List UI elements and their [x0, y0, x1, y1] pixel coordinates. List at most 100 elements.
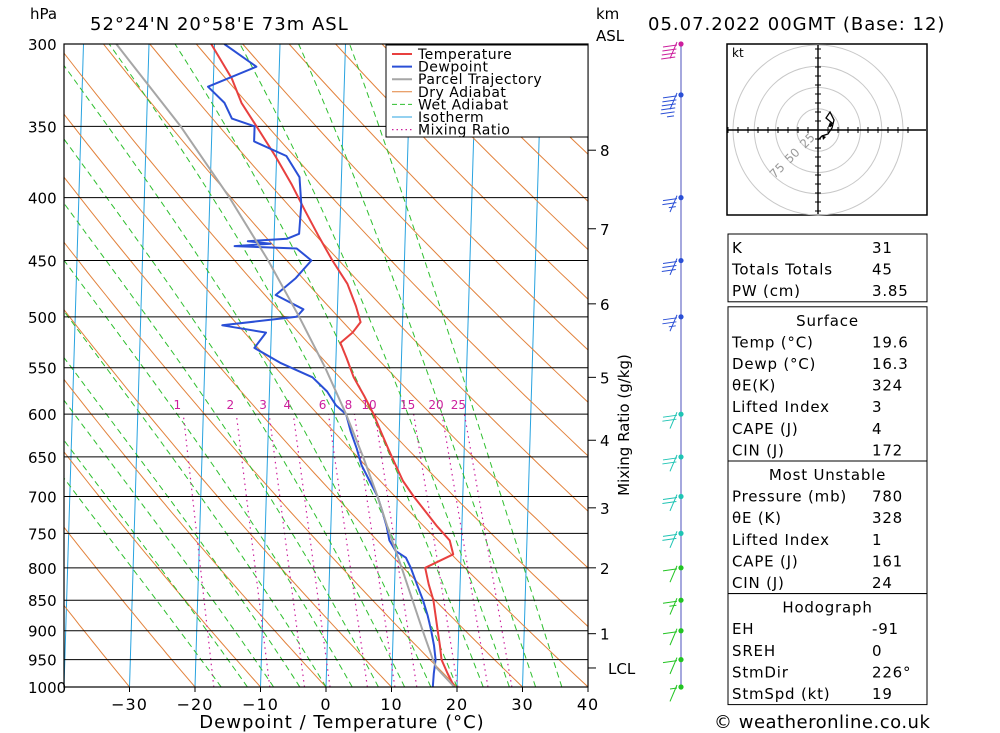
- mixing-ratio-line: [182, 414, 215, 687]
- wind-level-dot: [678, 257, 684, 264]
- dry-adiabat-line: [242, 44, 588, 403]
- isotherm-line: [522, 44, 543, 687]
- pressure-tick-labels: 300 350 400 450 500 550 600 650 700 750 800 850 900 9…: [28, 36, 66, 697]
- isotherm-line: [391, 44, 412, 687]
- legend-entry: Parcel Trajectory: [418, 72, 542, 88]
- isotherm-line: [129, 44, 150, 687]
- temperature-tick-label: 30: [511, 695, 533, 714]
- legend-entry: Isotherm: [418, 110, 484, 126]
- temperature-tick-label: −30: [111, 695, 148, 714]
- mixing-ratio-line: [268, 414, 306, 687]
- index-value: 780: [872, 488, 903, 506]
- wind-barb-halfflag: [668, 325, 676, 328]
- wind-barb-halfflag: [668, 206, 676, 209]
- index-value: 3.85: [872, 282, 909, 300]
- index-value: 19.6: [872, 333, 909, 351]
- isotherm-line: [260, 44, 281, 687]
- pressure-tick-label: 900: [28, 623, 57, 641]
- wind-barb-flag: [662, 265, 677, 269]
- wet-adiabat-line: [64, 64, 432, 687]
- index-name: Lifted Index: [732, 398, 830, 416]
- wind-barb-flag: [662, 44, 678, 48]
- index-value: 3: [872, 398, 882, 416]
- wind-level-dot: [678, 195, 684, 201]
- height-tick-label: 6: [600, 296, 610, 314]
- wind-level-dot: [678, 411, 684, 417]
- wind-level-dot: [678, 597, 684, 603]
- wet-adiabat-line: [108, 44, 458, 687]
- wind-barb: [669, 684, 678, 702]
- temperature-tick-label: 10: [380, 695, 402, 714]
- wind-barb-flag: [662, 631, 678, 635]
- mixing-ratio-labels: 1 2 3 4 6 8 10 15 20 25: [173, 398, 466, 412]
- wind-barb-flag: [662, 321, 677, 325]
- index-name: Temp (°C): [731, 333, 814, 351]
- mixing-ratio-value-label: 3: [259, 398, 267, 412]
- pressure-tick-label: 750: [28, 525, 57, 543]
- pressure-tick-label: 600: [28, 406, 57, 424]
- pressure-gridlines: [64, 43, 588, 688]
- index-name: EH: [732, 620, 754, 638]
- wind-level-dot: [678, 92, 684, 98]
- height-tick-label: 3: [600, 500, 610, 518]
- index-name: θE (K): [732, 509, 782, 527]
- wind-barb-flag: [662, 48, 677, 52]
- wind-barb-flag: [662, 261, 678, 265]
- isotherm-lines: [0, 44, 588, 687]
- index-name: K: [732, 239, 743, 257]
- wind-barb-flag: [662, 99, 677, 103]
- site-credit: © weatheronline.co.uk: [714, 712, 930, 733]
- wind-barb-flag: [662, 461, 677, 465]
- index-value: 161: [872, 552, 903, 570]
- mixing-ratio-lines: [182, 414, 513, 687]
- isotherm-line: [0, 44, 18, 687]
- index-name: PW (cm): [732, 282, 801, 300]
- legend-entry: Temperature: [417, 47, 512, 63]
- index-name: CAPE (J): [732, 420, 799, 438]
- dry-adiabat-line: [64, 526, 196, 687]
- wind-level-dot: [678, 530, 684, 536]
- mixing-ratio-value-label: 4: [283, 398, 291, 412]
- dry-adiabat-line: [195, 44, 588, 457]
- mixing-ratio-value-label: 8: [345, 398, 353, 412]
- dry-adiabat-line: [335, 44, 588, 300]
- isotherm-line: [325, 44, 346, 687]
- wet-adiabat-line: [349, 44, 563, 687]
- height-axis: 8 7 6 5 4 3 2 1 LCL: [588, 142, 636, 678]
- index-value: 172: [872, 441, 903, 459]
- wind-barb-halfflag: [669, 604, 677, 607]
- temperature-tick-label: 40: [577, 695, 599, 714]
- wet-adiabat-line: [64, 138, 406, 687]
- mixing-ratio-line: [441, 414, 489, 687]
- temperature-tick-label: 20: [446, 695, 468, 714]
- wind-barb-flag: [662, 568, 678, 572]
- index-name: CIN (J): [732, 441, 785, 459]
- indices-surface-box: [727, 306, 928, 462]
- pressure-unit-label: hPa: [30, 5, 57, 23]
- dewpoint-line: [207, 44, 437, 687]
- mixing-ratio-axis-title: Mixing Ratio (g/kg): [615, 354, 633, 496]
- wind-barb-flag: [662, 418, 677, 422]
- mixing-ratio-value-label: 6: [319, 398, 327, 412]
- wind-barb-flag: [662, 457, 678, 461]
- pressure-tick-label: 550: [28, 360, 57, 378]
- wind-level-dot: [678, 628, 684, 634]
- height-tick-label: 1: [600, 626, 610, 644]
- wind-barb-flag: [661, 52, 676, 56]
- wind-barb-flag: [661, 107, 676, 111]
- mixing-ratio-value-label: 10: [361, 398, 376, 412]
- mixing-ratio-line: [413, 414, 459, 687]
- index-name: SREH: [732, 642, 776, 660]
- isotherm-line: [587, 670, 588, 687]
- mixing-ratio-value-label: 25: [451, 398, 466, 412]
- mixing-ratio-value-label: 1: [173, 398, 181, 412]
- wind-barb: [669, 628, 678, 646]
- legend-entry: Wet Adiabat: [418, 97, 509, 113]
- height-tick-label: 7: [600, 221, 610, 239]
- temperature-line: [210, 44, 456, 687]
- wind-barb-flag: [662, 537, 677, 541]
- isotherm-line: [194, 44, 215, 687]
- height-tick-label: LCL: [608, 660, 636, 678]
- legend-entry: Dewpoint: [418, 60, 489, 76]
- wind-barb-flag: [661, 56, 676, 60]
